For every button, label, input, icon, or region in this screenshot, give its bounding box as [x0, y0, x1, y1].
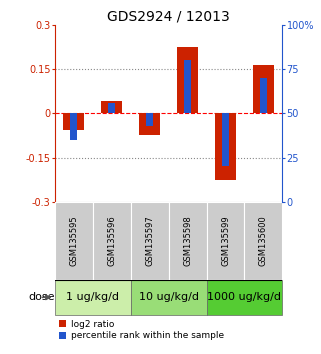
Bar	[131, 202, 169, 280]
Text: GSM135600: GSM135600	[259, 215, 268, 266]
Text: GSM135599: GSM135599	[221, 215, 230, 266]
Bar	[101, 101, 122, 113]
Bar	[184, 60, 191, 113]
Text: GSM135596: GSM135596	[107, 215, 116, 266]
Bar	[139, 113, 160, 135]
Text: GSM135595: GSM135595	[69, 215, 78, 266]
Text: GSM135598: GSM135598	[183, 215, 192, 266]
Text: dose: dose	[28, 292, 55, 302]
Bar	[70, 113, 77, 140]
Bar	[245, 202, 282, 280]
Bar	[222, 113, 229, 166]
Bar	[253, 64, 274, 113]
Bar	[131, 280, 206, 315]
Bar	[215, 113, 236, 179]
Legend: log2 ratio, percentile rank within the sample: log2 ratio, percentile rank within the s…	[59, 320, 224, 340]
Text: 1000 ug/kg/d: 1000 ug/kg/d	[207, 292, 282, 302]
Bar	[169, 202, 206, 280]
Bar	[55, 280, 131, 315]
Title: GDS2924 / 12013: GDS2924 / 12013	[107, 10, 230, 24]
Bar	[55, 202, 92, 280]
Text: GSM135597: GSM135597	[145, 215, 154, 266]
Text: 1 ug/kg/d: 1 ug/kg/d	[66, 292, 119, 302]
Bar	[92, 202, 131, 280]
Bar	[63, 113, 84, 130]
Bar	[206, 202, 245, 280]
Bar	[146, 113, 153, 126]
Text: 10 ug/kg/d: 10 ug/kg/d	[139, 292, 198, 302]
Bar	[206, 280, 282, 315]
Bar	[260, 78, 267, 113]
Bar	[177, 47, 198, 113]
Bar	[108, 103, 115, 113]
